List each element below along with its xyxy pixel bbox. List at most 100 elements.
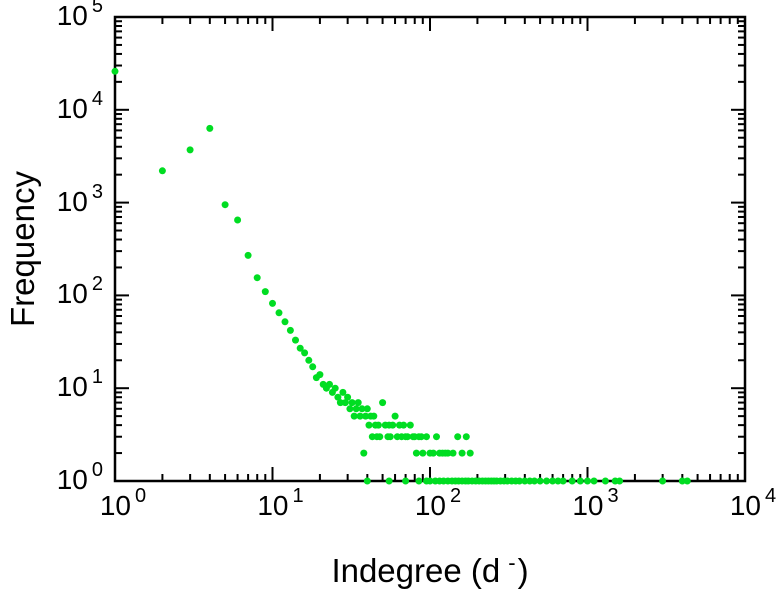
data-point [458, 449, 466, 457]
data-point [269, 299, 276, 307]
data-point [326, 380, 333, 388]
data-point [433, 433, 440, 441]
data-point [417, 433, 425, 441]
data-point [444, 449, 452, 457]
y-axis-title: Frequency [0, 17, 46, 481]
tick-label-base: 10 [414, 490, 447, 521]
tick-label-exponent: 2 [450, 485, 462, 507]
data-point [576, 477, 584, 485]
data-point [341, 399, 349, 407]
data-point [389, 421, 397, 429]
tick-label-base: 10 [56, 371, 88, 403]
data-point [363, 405, 371, 413]
data-point [386, 433, 394, 441]
x-tick-label: 10 1 [257, 486, 303, 520]
tick-label-exponent: 1 [292, 485, 304, 507]
data-point [536, 477, 544, 485]
data-point [356, 412, 364, 420]
x-tick-label: 10 2 [414, 486, 461, 521]
data-point [426, 477, 434, 485]
data-point [516, 477, 523, 485]
data-point [234, 216, 242, 224]
data-point [379, 399, 387, 407]
data-point [334, 393, 342, 401]
data-point [449, 449, 457, 457]
data-point [354, 399, 362, 407]
data-point [206, 124, 214, 132]
tick-label-exponent: 0 [91, 459, 103, 481]
tick-label-base: 10 [99, 490, 132, 521]
tick-label-base: 10 [56, 0, 88, 31]
data-point [360, 449, 368, 457]
data-point [543, 477, 551, 485]
data-point [358, 405, 366, 413]
data-point [350, 412, 358, 420]
data-point [365, 421, 373, 429]
tick-label-exponent: 5 [91, 0, 103, 17]
data-point [549, 477, 557, 485]
data-point [374, 421, 382, 429]
data-point [406, 421, 414, 429]
data-point [281, 318, 289, 326]
data-point [462, 433, 470, 441]
data-point [412, 449, 420, 457]
data-point [352, 405, 360, 413]
data-point [683, 477, 691, 485]
data-point [331, 384, 339, 392]
tick-label-exponent: 3 [91, 180, 103, 203]
data-point [466, 449, 474, 457]
data-point [316, 371, 324, 379]
data-point [346, 405, 354, 413]
y-tick-label: 10 4 [8, 89, 103, 124]
data-point [344, 393, 352, 401]
tick-label-base: 10 [56, 464, 88, 495]
tick-label-exponent: 0 [135, 485, 147, 507]
data-point [363, 477, 371, 485]
data-point [292, 336, 299, 344]
data-point [601, 477, 609, 485]
y-tick-label: 10 0 [8, 460, 103, 495]
data-point [678, 477, 686, 485]
data-point [244, 251, 252, 259]
x-tick-label: 10 0 [99, 486, 146, 521]
data-point [309, 363, 317, 371]
data-point [659, 477, 667, 485]
data-point [590, 477, 598, 485]
x-axis-title: Indegree (d -) [115, 550, 745, 590]
tick-label-base: 10 [56, 92, 88, 124]
data-point [559, 477, 567, 485]
data-point [385, 477, 393, 485]
data-point [261, 288, 269, 296]
plot-frame [113, 15, 747, 483]
x-tick-label: 10 4 [730, 486, 776, 520]
data-point [391, 412, 399, 420]
x-axis-title-prefix: Indegree (d [331, 552, 501, 589]
y-tick-label: 10 3 [8, 182, 103, 217]
data-point [419, 449, 427, 457]
data-point [286, 326, 294, 334]
tick-label-base: 10 [56, 185, 88, 217]
data-point [554, 477, 562, 485]
tick-label-base: 10 [56, 278, 88, 310]
data-point [415, 477, 423, 485]
data-point [400, 421, 408, 429]
data-point [339, 388, 347, 396]
data-point [584, 477, 591, 485]
data-point [296, 344, 304, 352]
data-point [158, 167, 166, 175]
tick-label-exponent: 4 [91, 87, 103, 110]
data-point [376, 433, 384, 441]
tick-label-base: 10 [572, 490, 604, 521]
data-point [423, 433, 430, 441]
data-point [111, 67, 119, 75]
tick-label-exponent: 3 [607, 485, 619, 507]
data-point [530, 477, 538, 485]
tick-label-exponent: 2 [91, 273, 103, 296]
data-point [362, 412, 370, 420]
data-point [568, 477, 576, 485]
data-point [221, 201, 229, 209]
data-point [404, 433, 411, 441]
x-axis-title-suffix: ) [517, 552, 529, 589]
